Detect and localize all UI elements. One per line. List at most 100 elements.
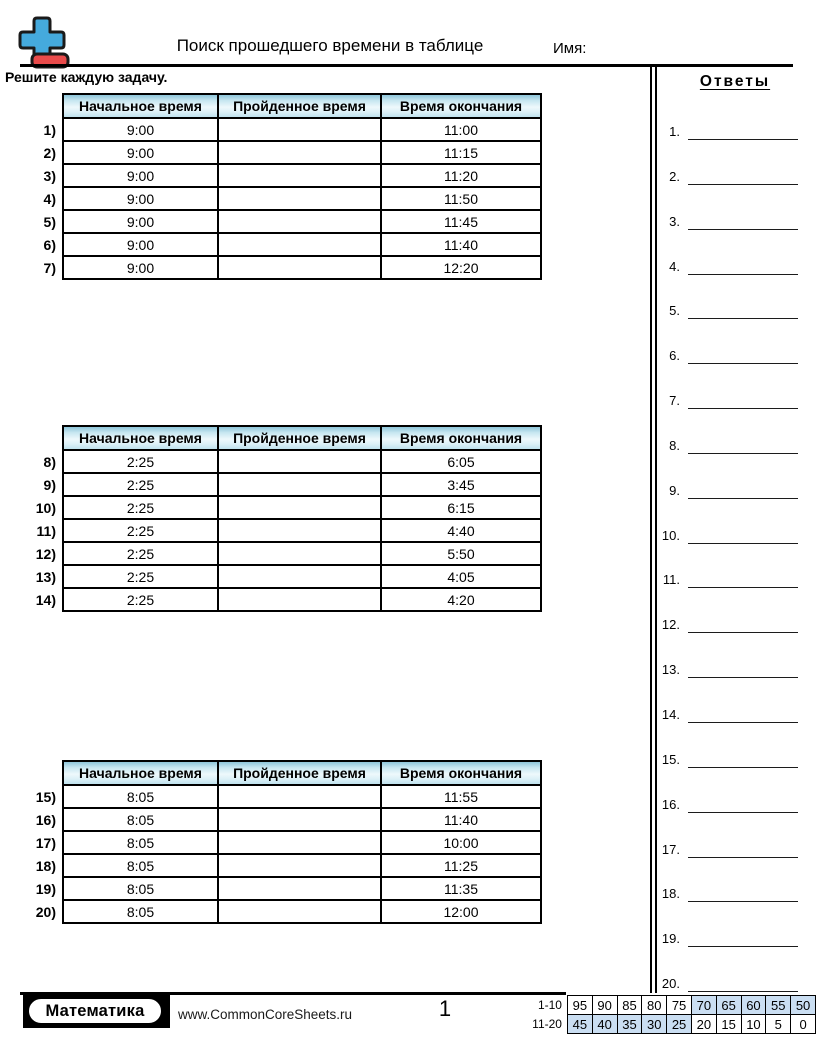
answer-blank[interactable] bbox=[688, 796, 798, 813]
column-header-end: Время окончания bbox=[380, 760, 542, 786]
table-row: 8:05 10:00 bbox=[62, 830, 542, 855]
grading-cell: 65 bbox=[715, 995, 742, 1015]
problem-number: 10) bbox=[35, 500, 56, 516]
table-row: 8:05 11:40 bbox=[62, 807, 542, 832]
elapsed-time-cell[interactable] bbox=[217, 232, 382, 257]
elapsed-time-cell[interactable] bbox=[217, 518, 382, 543]
elapsed-time-cell[interactable] bbox=[217, 830, 382, 855]
answer-blank[interactable] bbox=[688, 527, 798, 544]
grading-cell: 75 bbox=[666, 995, 692, 1015]
elapsed-time-cell[interactable] bbox=[217, 807, 382, 832]
elapsed-time-cell[interactable] bbox=[217, 117, 382, 142]
table-row: 8:05 11:35 bbox=[62, 876, 542, 901]
answer-item: 14. bbox=[656, 703, 798, 723]
table-row: 2:25 4:20 bbox=[62, 587, 542, 612]
answer-item: 3. bbox=[656, 210, 798, 230]
column-header-start: Начальное время bbox=[62, 760, 219, 786]
answer-blank[interactable] bbox=[688, 302, 798, 319]
end-time-cell: 11:40 bbox=[380, 232, 542, 257]
grading-cell: 80 bbox=[641, 995, 668, 1015]
start-time-cell: 8:05 bbox=[62, 784, 219, 809]
elapsed-time-cell[interactable] bbox=[217, 784, 382, 809]
answer-blank[interactable] bbox=[688, 482, 798, 499]
answer-blank[interactable] bbox=[688, 213, 798, 230]
answer-item: 2. bbox=[656, 165, 798, 185]
end-time-cell: 11:00 bbox=[380, 117, 542, 142]
answer-item: 1. bbox=[656, 120, 798, 140]
answer-blank[interactable] bbox=[688, 571, 798, 588]
elapsed-time-cell[interactable] bbox=[217, 163, 382, 188]
problem-number: 4) bbox=[43, 191, 56, 207]
end-time-cell: 12:00 bbox=[380, 899, 542, 924]
start-time-cell: 9:00 bbox=[62, 232, 219, 257]
answer-blank[interactable] bbox=[688, 392, 798, 409]
problem-numbers: 15) 16) 17) 18) 19) 20) bbox=[0, 760, 56, 924]
elapsed-time-cell[interactable] bbox=[217, 186, 382, 211]
start-time-cell: 9:00 bbox=[62, 209, 219, 234]
elapsed-time-cell[interactable] bbox=[217, 255, 382, 280]
column-header-elapsed: Пройденное время bbox=[217, 93, 382, 119]
start-time-cell: 9:00 bbox=[62, 163, 219, 188]
elapsed-time-cell[interactable] bbox=[217, 853, 382, 878]
grading-row-label: 11-20 bbox=[532, 1017, 562, 1031]
end-time-cell: 5:50 bbox=[380, 541, 542, 566]
answer-number: 4. bbox=[669, 259, 680, 274]
elapsed-time-cell[interactable] bbox=[217, 495, 382, 520]
start-time-cell: 9:00 bbox=[62, 186, 219, 211]
answer-blank[interactable] bbox=[688, 123, 798, 140]
answer-blank[interactable] bbox=[688, 706, 798, 723]
table-row: 9:00 11:20 bbox=[62, 163, 542, 188]
start-time-cell: 2:25 bbox=[62, 587, 219, 612]
answer-number: 5. bbox=[669, 303, 680, 318]
grading-cell: 20 bbox=[690, 1014, 717, 1034]
answer-item: 6. bbox=[656, 344, 798, 364]
answer-blank[interactable] bbox=[688, 616, 798, 633]
answers-divider bbox=[650, 66, 657, 993]
answer-number: 3. bbox=[669, 214, 680, 229]
elapsed-time-cell[interactable] bbox=[217, 449, 382, 474]
answer-item: 8. bbox=[656, 434, 798, 454]
end-time-cell: 11:40 bbox=[380, 807, 542, 832]
elapsed-time-cell[interactable] bbox=[217, 209, 382, 234]
start-time-cell: 8:05 bbox=[62, 899, 219, 924]
answer-blank[interactable] bbox=[688, 975, 798, 992]
answer-item: 4. bbox=[656, 255, 798, 275]
column-header-end: Время окончания bbox=[380, 93, 542, 119]
elapsed-time-cell[interactable] bbox=[217, 564, 382, 589]
elapsed-time-cell[interactable] bbox=[217, 876, 382, 901]
answer-blank[interactable] bbox=[688, 751, 798, 768]
problem-numbers: 1) 2) 3) 4) 5) 6) 7) bbox=[0, 93, 56, 280]
problem-number: 12) bbox=[35, 546, 56, 562]
page-number: 1 bbox=[438, 996, 452, 1021]
answer-blank[interactable] bbox=[688, 437, 798, 454]
answer-item: 15. bbox=[656, 748, 798, 768]
answer-blank[interactable] bbox=[688, 347, 798, 364]
answer-blank[interactable] bbox=[688, 258, 798, 275]
end-time-cell: 11:20 bbox=[380, 163, 542, 188]
answer-blank[interactable] bbox=[688, 168, 798, 185]
answer-number: 2. bbox=[669, 169, 680, 184]
table-row: 9:00 11:40 bbox=[62, 232, 542, 257]
website-text: www.CommonCoreSheets.ru bbox=[178, 1007, 353, 1022]
answer-number: 11. bbox=[662, 572, 680, 587]
elapsed-time-cell[interactable] bbox=[217, 587, 382, 612]
column-header-elapsed: Пройденное время bbox=[217, 760, 382, 786]
start-time-cell: 9:00 bbox=[62, 117, 219, 142]
answer-blank[interactable] bbox=[688, 841, 798, 858]
grading-cell: 95 bbox=[566, 995, 593, 1015]
elapsed-time-cell[interactable] bbox=[217, 140, 382, 165]
answer-blank[interactable] bbox=[688, 930, 798, 947]
elapsed-time-cell[interactable] bbox=[217, 899, 382, 924]
answer-blank[interactable] bbox=[688, 661, 798, 678]
answer-number: 13. bbox=[661, 662, 680, 677]
elapsed-time-cell[interactable] bbox=[217, 472, 382, 497]
problem-number: 7) bbox=[43, 260, 56, 276]
end-time-cell: 3:45 bbox=[380, 472, 542, 497]
problem-number: 3) bbox=[43, 168, 56, 184]
table-row: 8:05 11:55 bbox=[62, 784, 542, 809]
footer-rule bbox=[20, 992, 566, 995]
answer-blank[interactable] bbox=[688, 885, 798, 902]
column-header-end: Время окончания bbox=[380, 425, 542, 451]
elapsed-time-cell[interactable] bbox=[217, 541, 382, 566]
